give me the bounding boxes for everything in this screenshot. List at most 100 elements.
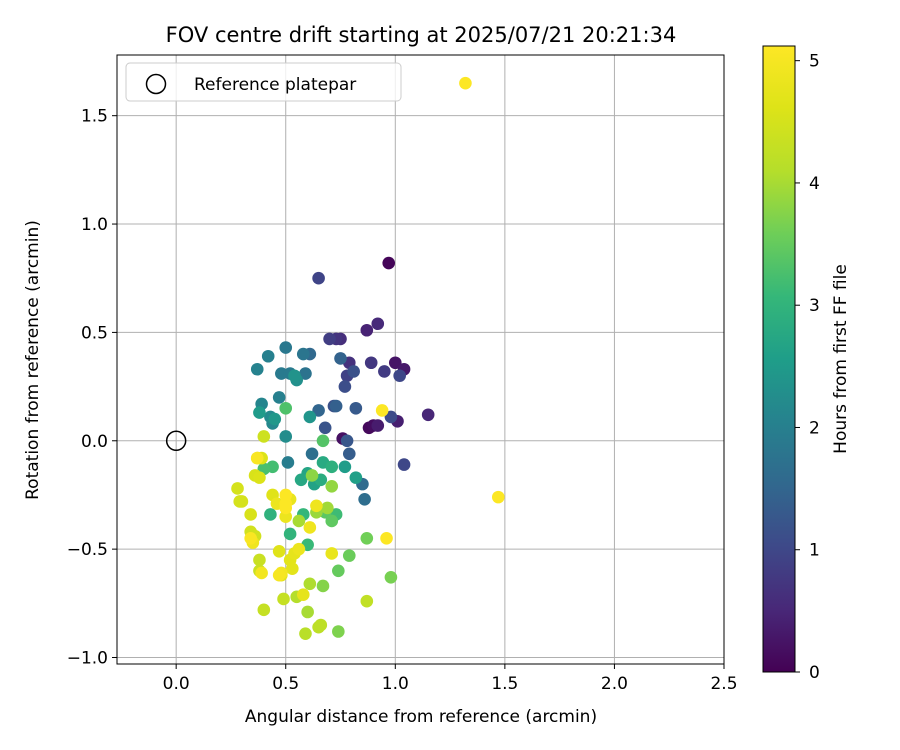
legend-entry-reference: Reference platepar xyxy=(194,75,356,95)
colorbar-tick-label: 3 xyxy=(809,296,820,316)
data-point xyxy=(303,410,317,424)
x-tick-label: 1.5 xyxy=(491,674,518,694)
x-tick-label: 2.0 xyxy=(601,674,628,694)
data-point xyxy=(378,365,391,378)
colorbar-tick-label: 4 xyxy=(809,174,820,194)
y-tick-label: 0.0 xyxy=(81,432,108,452)
data-point xyxy=(244,508,257,521)
data-point xyxy=(253,406,266,419)
data-point xyxy=(329,399,343,413)
data-point xyxy=(288,369,301,383)
data-point xyxy=(244,531,257,545)
data-point xyxy=(257,430,271,443)
data-point xyxy=(272,391,286,404)
data-point xyxy=(279,501,293,515)
data-point xyxy=(283,527,297,541)
data-point xyxy=(397,458,411,471)
data-point xyxy=(257,603,271,617)
data-point xyxy=(277,592,290,606)
data-point xyxy=(421,408,435,422)
data-point xyxy=(314,618,328,632)
colorbar-gradient xyxy=(762,45,796,673)
legend-marker xyxy=(145,73,167,95)
data-point xyxy=(332,625,345,638)
colorbar-tick-label: 2 xyxy=(809,418,820,438)
chart-title: FOV centre drift starting at 2025/07/21 … xyxy=(166,23,677,47)
data-point xyxy=(491,490,505,504)
data-point xyxy=(279,401,293,415)
data-point xyxy=(325,479,339,493)
data-point xyxy=(325,547,339,560)
data-point xyxy=(279,430,293,443)
plot-area: 0.0 0.5 1.0 1.5 2.0 2.5 −1.0 −0.5 0.0 0.5 1.0 1.5 xyxy=(67,54,738,694)
data-point xyxy=(360,531,374,545)
data-point xyxy=(380,531,393,545)
y-tick-label: 1.5 xyxy=(81,107,108,127)
data-point xyxy=(235,495,249,508)
legend-box xyxy=(125,62,402,102)
colorbar-tick-label: 1 xyxy=(809,541,820,561)
y-tick-label: −1.0 xyxy=(67,648,108,668)
data-point xyxy=(360,323,374,337)
data-point xyxy=(382,256,396,270)
data-point xyxy=(371,317,385,331)
data-point xyxy=(275,367,288,380)
data-point xyxy=(303,577,317,591)
data-point xyxy=(286,562,299,575)
y-tick-label: −0.5 xyxy=(67,540,108,560)
data-point xyxy=(299,367,312,380)
legend: Reference platepar xyxy=(125,62,402,102)
data-point xyxy=(349,401,363,415)
data-points xyxy=(231,76,505,640)
data-point xyxy=(325,514,339,528)
y-tick-label: 1.0 xyxy=(81,215,108,235)
plot-background xyxy=(117,55,724,664)
y-axis-ticks: −1.0 −0.5 0.0 0.5 1.0 1.5 xyxy=(67,107,117,668)
x-tick-label: 0.0 xyxy=(163,674,190,694)
x-tick-label: 2.5 xyxy=(710,674,737,694)
data-point xyxy=(340,434,354,448)
data-point xyxy=(250,451,264,465)
data-point xyxy=(334,352,347,365)
data-point xyxy=(358,492,371,506)
data-point xyxy=(321,501,334,515)
data-point xyxy=(279,488,293,502)
data-point xyxy=(384,571,398,584)
data-point xyxy=(253,471,266,484)
colorbar-label: Hours from first FF file xyxy=(831,264,851,454)
data-point xyxy=(268,412,282,426)
data-point xyxy=(364,356,378,370)
data-point xyxy=(231,482,244,495)
data-point xyxy=(349,471,363,484)
data-point xyxy=(459,76,472,90)
data-point xyxy=(301,605,314,619)
data-point xyxy=(393,369,406,383)
data-point xyxy=(360,594,374,608)
data-point xyxy=(332,564,345,578)
x-axis-label: Angular distance from reference (arcmin) xyxy=(245,707,597,727)
data-point xyxy=(316,434,330,448)
data-point xyxy=(279,510,293,523)
data-point xyxy=(310,499,323,513)
data-point xyxy=(305,469,319,482)
colorbar-ticks: 0 1 2 3 4 5 xyxy=(795,52,820,683)
data-point xyxy=(250,362,264,376)
x-tick-label: 0.5 xyxy=(272,674,299,694)
data-point xyxy=(294,473,308,487)
colorbar: 0 1 2 3 4 5 Hours from first FF file xyxy=(762,45,851,683)
data-point xyxy=(305,447,319,461)
data-point xyxy=(281,456,295,469)
data-point xyxy=(388,356,402,370)
data-point xyxy=(299,627,312,640)
data-point xyxy=(261,349,275,363)
data-point xyxy=(292,514,306,528)
data-point xyxy=(316,579,330,593)
data-point xyxy=(375,404,389,417)
data-point xyxy=(325,460,339,474)
data-point xyxy=(312,404,325,417)
plot-frame xyxy=(116,54,725,665)
y-axis-label: Rotation from reference (arcmin) xyxy=(23,220,43,500)
y-tick-label: 0.5 xyxy=(81,323,108,343)
x-tick-label: 1.0 xyxy=(382,674,409,694)
